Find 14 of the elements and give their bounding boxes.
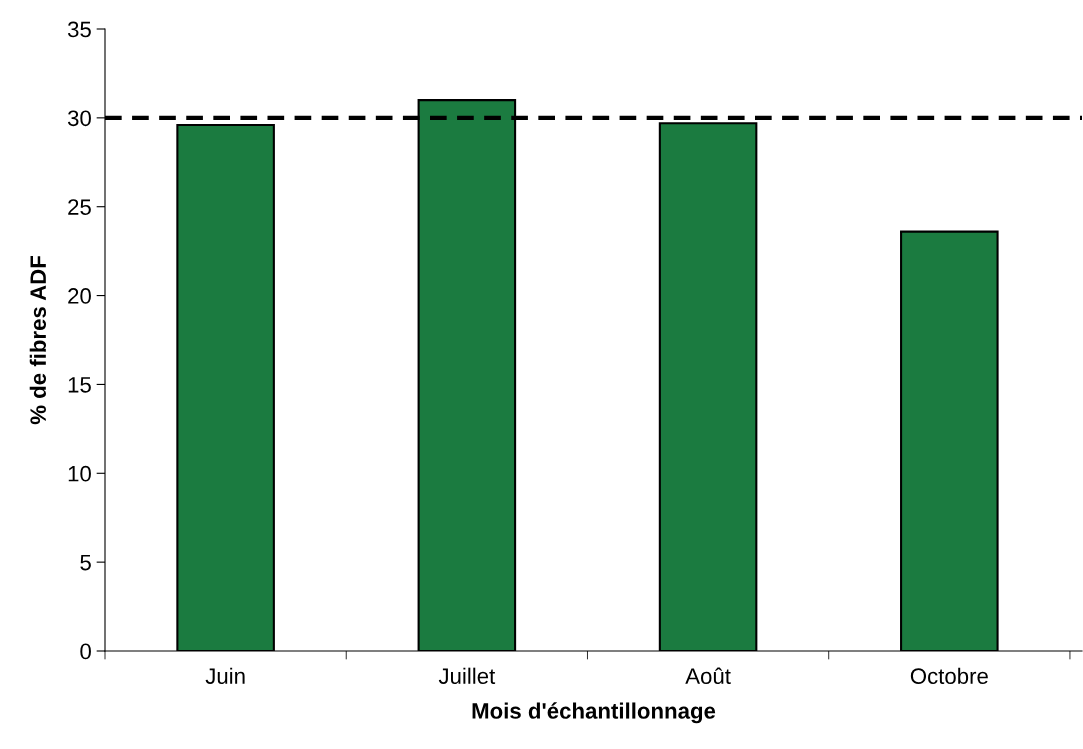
x-tick-label: Juillet bbox=[438, 667, 496, 684]
y-tick-label: 30 bbox=[67, 110, 91, 127]
y-axis-title: % de fibres ADF bbox=[29, 256, 47, 425]
y-tick-label: 0 bbox=[80, 643, 91, 660]
x-tick-label: Juin bbox=[205, 667, 245, 684]
y-tick-label: 20 bbox=[68, 288, 91, 304]
x-tick-label: Octobre bbox=[910, 667, 988, 684]
y-tick-label: 5 bbox=[80, 554, 91, 571]
x-axis-title: Mois d'échantillonnage bbox=[472, 702, 716, 724]
y-tick-label: 25 bbox=[68, 199, 91, 215]
x-tick-label: Août bbox=[685, 667, 731, 684]
y-tick-label: 15 bbox=[68, 377, 91, 393]
y-tick-label: 35 bbox=[67, 21, 91, 38]
y-tick-label: 10 bbox=[68, 465, 91, 482]
